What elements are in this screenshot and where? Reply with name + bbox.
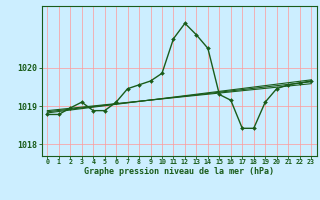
X-axis label: Graphe pression niveau de la mer (hPa): Graphe pression niveau de la mer (hPa) <box>84 167 274 176</box>
